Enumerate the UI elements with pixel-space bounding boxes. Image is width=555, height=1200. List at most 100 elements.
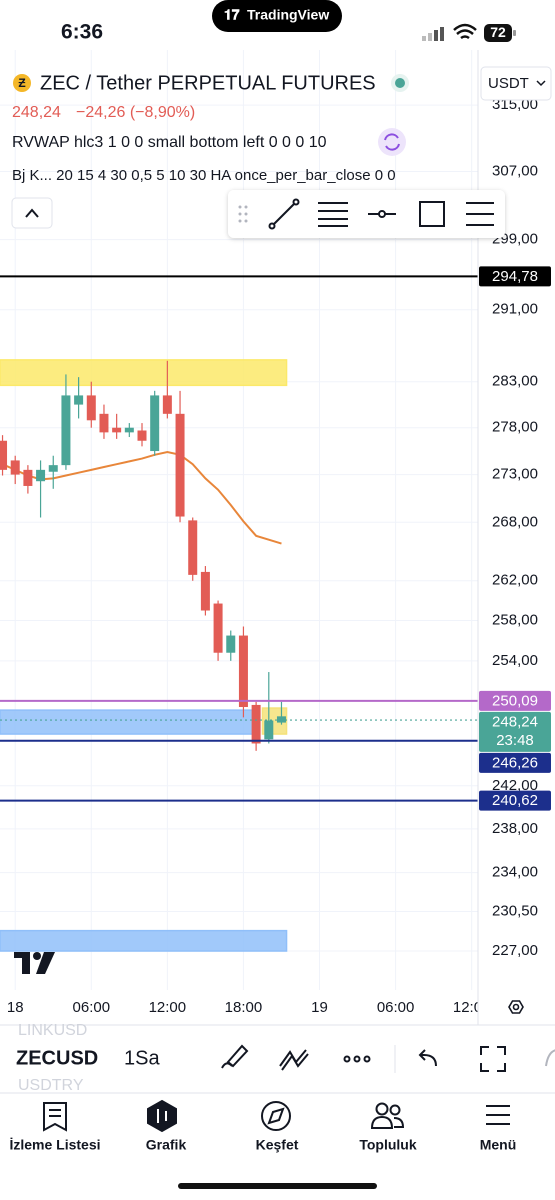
candle-body	[238, 635, 248, 708]
x-tick-label: 12:00	[149, 999, 187, 1016]
price-label-box	[479, 266, 551, 287]
y-tick-label: 307,00	[492, 162, 538, 179]
market-status	[395, 78, 405, 88]
candle-body	[276, 716, 286, 723]
moving-average	[2, 450, 282, 545]
symbol-switcher[interactable]: LINKUSD ZECUSD USDTRY	[16, 1022, 98, 1094]
x-tick-label: 06:00	[73, 999, 111, 1016]
draw-button[interactable]	[221, 1044, 249, 1069]
y-tick-label: 242,00	[492, 777, 538, 794]
coin-glyph: Ƶ	[18, 76, 25, 90]
candle-body	[99, 413, 109, 433]
candle-body	[48, 465, 58, 472]
chart-icon[interactable]	[147, 1099, 177, 1133]
app-logo: 𝟏𝟕	[224, 7, 240, 23]
price-axis[interactable]: 315,00307,00299,00291,00283,00278,00273,…	[479, 96, 551, 959]
community-icon[interactable]	[375, 1102, 389, 1116]
price-label-box	[479, 752, 551, 773]
explore-icon[interactable]	[261, 1101, 291, 1131]
wifi-icon	[453, 23, 477, 40]
price-label: 240,62	[492, 792, 538, 809]
candle-body	[61, 395, 71, 466]
nav-label[interactable]: Menü	[480, 1137, 517, 1153]
position-tool[interactable]	[466, 202, 494, 226]
last-price: 248,24	[12, 104, 61, 121]
symbol-next[interactable]: USDTRY	[18, 1077, 84, 1094]
countdown: 23:48	[496, 732, 534, 749]
watchlist-icon[interactable]	[43, 1102, 67, 1132]
y-tick-label: 258,00	[492, 611, 538, 628]
currency[interactable]: USDT	[488, 75, 529, 92]
trend-line-tool[interactable]	[271, 201, 297, 227]
symbol-title[interactable]: ZEC / Tether PERPETUAL FUTURES	[40, 72, 376, 94]
x-tick-label: 19	[311, 999, 328, 1016]
y-tick-label: 238,00	[492, 820, 538, 837]
candle-body	[74, 395, 84, 405]
fullscreen-button[interactable]	[480, 1046, 506, 1072]
candle-body	[188, 520, 198, 575]
undo-button[interactable]	[418, 1049, 437, 1067]
nav-label[interactable]: Keşfet	[256, 1137, 299, 1153]
currency-button[interactable]: USDT	[480, 66, 552, 101]
price-label: 294,78	[492, 268, 538, 285]
price-label-box	[479, 690, 551, 711]
symbol-prev[interactable]: LINKUSD	[18, 1022, 87, 1039]
collapse-button[interactable]	[11, 197, 53, 229]
nav-label[interactable]: Topluluk	[359, 1137, 416, 1153]
candle-body	[23, 469, 33, 486]
battery-icon	[484, 24, 512, 42]
price-label: 246,26	[492, 754, 538, 771]
x-tick-label: 12:00	[453, 999, 491, 1016]
home-indicator	[178, 1183, 377, 1189]
settings-button[interactable]	[508, 1000, 524, 1014]
candle-body	[0, 440, 8, 470]
candle-body	[36, 469, 46, 482]
candle-body	[10, 460, 20, 475]
tv-logo	[14, 952, 55, 974]
indicator[interactable]: RVWAP hlc3 1 0 0 small bottom left 0 0 0…	[12, 134, 327, 151]
nav-label[interactable]: İzleme Listesi	[9, 1137, 100, 1153]
zone	[0, 929, 288, 952]
candle-body	[137, 430, 147, 441]
x-tick-label: 18	[7, 999, 24, 1016]
candle-body	[264, 720, 274, 740]
x-tick-label: 18:00	[225, 999, 263, 1016]
y-tick-label: 273,00	[492, 466, 538, 483]
y-tick-label: 227,00	[492, 942, 538, 959]
y-tick-label: 291,00	[492, 301, 538, 318]
symbol[interactable]: ZECUSD	[16, 1047, 98, 1069]
candle-body	[251, 704, 261, 744]
fib-tool[interactable]	[318, 202, 348, 227]
zone	[0, 359, 288, 387]
candle-body	[200, 571, 210, 611]
signal-icon	[422, 27, 444, 41]
more-button[interactable]	[343, 1055, 371, 1063]
candle-body	[213, 603, 223, 653]
candle-body	[112, 427, 122, 433]
status-time: 6:36	[61, 21, 103, 44]
interval[interactable]: 1Sa	[124, 1047, 160, 1069]
candle-body	[150, 395, 160, 452]
nav-label[interactable]: Grafik	[146, 1137, 187, 1153]
y-tick-label: 268,00	[492, 513, 538, 530]
candle-body	[162, 395, 172, 414]
candle-body	[86, 395, 96, 421]
menu-icon[interactable]	[486, 1105, 510, 1125]
refresh-button[interactable]	[378, 128, 406, 156]
battery-level: 72	[490, 24, 506, 40]
y-tick-label: 254,00	[492, 652, 538, 669]
y-tick-label: 283,00	[492, 373, 538, 390]
dynamic-island	[212, 0, 342, 32]
y-tick-label: 278,00	[492, 419, 538, 436]
zone	[0, 709, 256, 735]
price-label: 248,24	[492, 713, 538, 730]
drawing-toolbar	[228, 190, 505, 238]
y-tick-label: 234,00	[492, 864, 538, 881]
rectangle-tool[interactable]	[419, 201, 445, 227]
y-tick-label: 230,50	[492, 902, 538, 919]
x-tick-label: 06:00	[377, 999, 415, 1016]
indicator[interactable]: Bj K... 20 15 4 30 0,5 5 10 30 HA once_p…	[12, 167, 396, 184]
indicators-button[interactable]	[279, 1049, 309, 1071]
